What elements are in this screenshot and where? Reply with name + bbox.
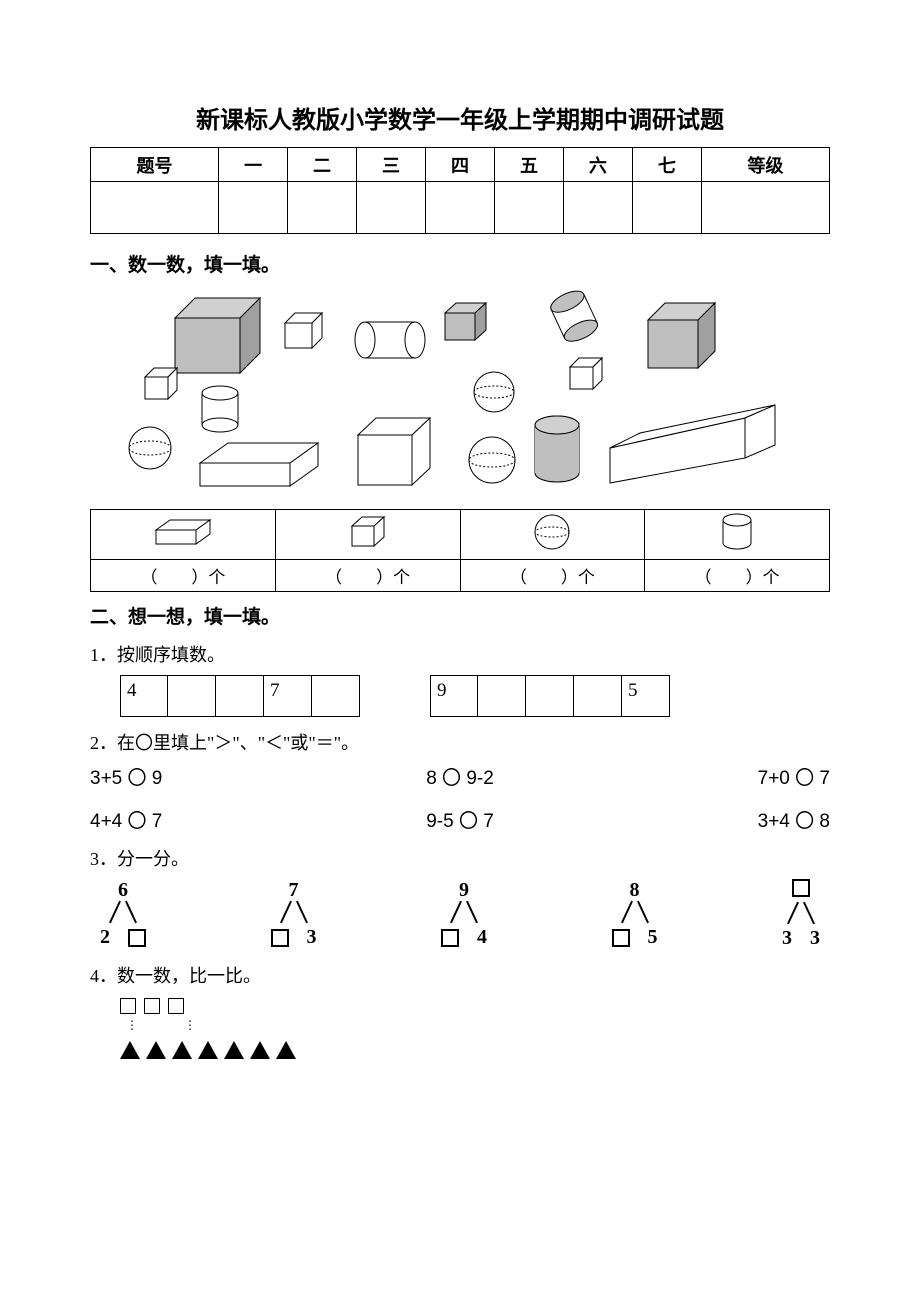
count-icon-cylinder [645,510,830,560]
comp-item: 3+5 〇 9 [90,763,162,790]
square-icon [168,998,184,1014]
comp-item: 9-5 〇 7 [426,806,494,833]
score-header: 五 [494,148,563,182]
score-header: 等级 [701,148,829,182]
sequence-2: 9 5 [430,675,670,717]
blank-box-icon [441,929,459,947]
sequence-1: 4 7 [120,675,360,717]
score-cell [701,182,829,234]
count-label: （ ）个 [460,560,645,592]
seq-cell [312,675,360,717]
split-item: 33 [782,879,820,950]
seq-cell: 4 [120,675,168,717]
square-icon [144,998,160,1014]
sequence-row: 4 7 9 5 [90,675,830,717]
blank-box-icon [612,929,630,947]
blank-box-icon [792,879,810,897]
seq-cell [168,675,216,717]
count-icon-sphere [460,510,645,560]
seq-cell [574,675,622,717]
count-label: （ ）个 [645,560,830,592]
sub-3: 3．分一分。 [90,845,830,871]
blank-box-icon [271,929,289,947]
comparison-grid: 3+5 〇 9 8 〇 9-2 7+0 〇 7 4+4 〇 7 9-5 〇 7 … [90,763,830,833]
squares-row [90,998,830,1014]
score-cell [563,182,632,234]
score-header: 七 [632,148,701,182]
score-cell [219,182,288,234]
section-1-heading: 一、数一数，填一填。 [90,250,830,277]
seq-cell [216,675,264,717]
split-row: 6 2 7 3 9 4 8 5 33 [90,879,830,950]
score-header: 三 [357,148,426,182]
seq-cell [526,675,574,717]
split-item: 6 2 [100,879,146,950]
sub-4: 4．数一数，比一比。 [90,962,830,988]
section-2-heading: 二、想一想，填一填。 [90,602,830,629]
score-table: 题号 一 二 三 四 五 六 七 等级 [90,147,830,234]
square-icon [120,998,136,1014]
count-icon-cube [275,510,460,560]
triangle-icon [250,1041,270,1059]
score-header: 一 [219,148,288,182]
triangle-icon [198,1041,218,1059]
score-cell [288,182,357,234]
sub-1: 1．按顺序填数。 [90,641,830,667]
seq-cell: 9 [430,675,478,717]
triangle-icon [172,1041,192,1059]
score-header: 题号 [91,148,219,182]
comp-item: 4+4 〇 7 [90,806,162,833]
score-header: 二 [288,148,357,182]
dots-row: ⋮⋮ [90,1018,830,1033]
split-item: 9 4 [441,879,487,950]
shapes-figure [90,283,830,503]
score-cell [632,182,701,234]
score-cell [494,182,563,234]
triangle-icon [276,1041,296,1059]
count-icon-cuboid [91,510,276,560]
score-header: 四 [425,148,494,182]
count-label: （ ）个 [275,560,460,592]
score-cell [425,182,494,234]
seq-cell: 7 [264,675,312,717]
score-cell [91,182,219,234]
blank-box-icon [128,929,146,947]
score-cell [357,182,426,234]
triangle-icon [120,1041,140,1059]
comp-item: 7+0 〇 7 [758,763,830,790]
split-item: 8 5 [612,879,658,950]
split-item: 7 3 [271,879,317,950]
count-label: （ ）个 [91,560,276,592]
seq-cell: 5 [622,675,670,717]
sub-2: 2．在〇里填上"＞"、"＜"或"＝"。 [90,729,830,755]
comp-item: 3+4 〇 8 [758,806,830,833]
score-header: 六 [563,148,632,182]
page-title: 新课标人教版小学数学一年级上学期期中调研试题 [90,100,830,135]
count-table: （ ）个 （ ）个 （ ）个 （ ）个 [90,509,830,592]
comp-item: 8 〇 9-2 [426,763,494,790]
triangles-row [90,1041,830,1059]
triangle-icon [146,1041,166,1059]
triangle-icon [224,1041,244,1059]
seq-cell [478,675,526,717]
